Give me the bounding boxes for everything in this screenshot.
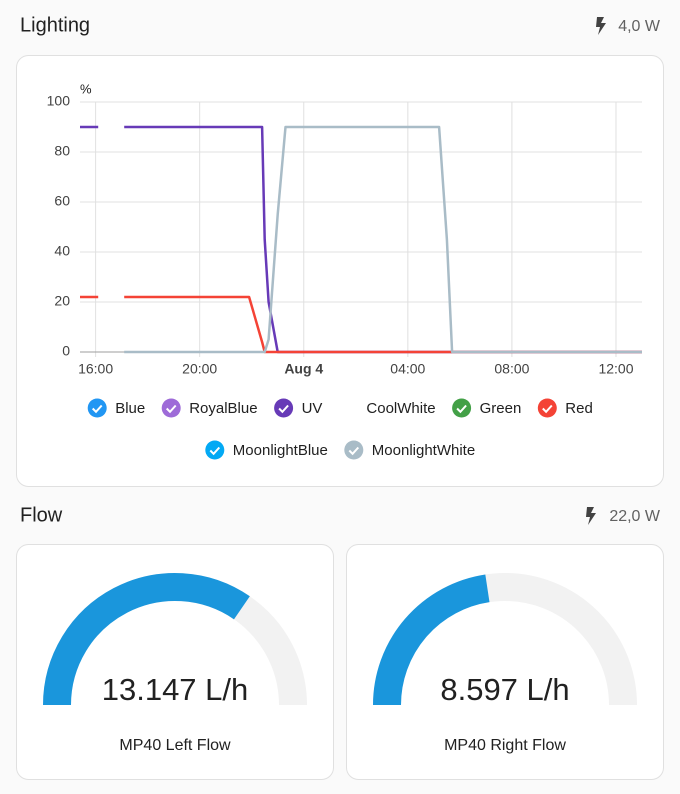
- legend-item[interactable]: UV: [274, 398, 323, 418]
- series-line: [124, 125, 642, 354]
- y-axis-unit: %: [80, 81, 92, 96]
- legend-item[interactable]: MoonlightWhite: [344, 440, 475, 460]
- x-tick-label: 20:00: [182, 361, 217, 377]
- y-tick-label: 40: [54, 243, 70, 259]
- legend-icon: [344, 440, 364, 460]
- legend-label: Green: [480, 400, 522, 417]
- gauge-value-label: 13.147 L/h: [102, 672, 249, 707]
- legend-label: Blue: [115, 400, 145, 417]
- gauge-value: [373, 574, 490, 706]
- legend-label: MoonlightBlue: [233, 442, 328, 459]
- legend-check: [165, 404, 177, 414]
- power-value: 22,0 W: [609, 508, 661, 525]
- legend-label: MoonlightWhite: [372, 442, 475, 459]
- legend-icon: [452, 398, 472, 418]
- legend-item[interactable]: MoonlightBlue: [205, 440, 328, 460]
- legend-item[interactable]: RoyalBlue: [161, 398, 258, 418]
- legend-check: [348, 446, 360, 456]
- legend-icon: [161, 398, 181, 418]
- gauges: 13.147 L/h MP40 Left Flow 8.597 L/h MP40 Ri…: [43, 573, 637, 754]
- legend-icon: [274, 398, 294, 418]
- series-line: [80, 295, 642, 354]
- legend-icon: [87, 398, 107, 418]
- legend-label: RoyalBlue: [189, 400, 257, 417]
- legend-item[interactable]: Blue: [87, 398, 146, 418]
- y-tick-label: 100: [47, 93, 71, 109]
- chart-card: [16, 55, 664, 487]
- gauge-value: [43, 573, 250, 706]
- x-tick-label: Aug 4: [284, 361, 323, 377]
- legend-item[interactable]: CoolWhite: [366, 400, 435, 417]
- legend: Blue RoyalBlue UV CoolWhite Green Red Moonligh…: [87, 398, 593, 460]
- chart: 0 20 40 60 80 100 16:00 20:00 Aug 4 04:00 08:00 12:…: [47, 93, 642, 377]
- legend-item[interactable]: Red: [537, 398, 593, 418]
- legend-icon: [537, 398, 557, 418]
- x-tick-label: 08:00: [494, 361, 529, 377]
- legend-check: [542, 404, 553, 414]
- gauge-name: MP40 Left Flow: [119, 737, 231, 754]
- y-tick-label: 20: [54, 293, 70, 309]
- section-title: Flow: [20, 504, 63, 526]
- legend-label: Red: [565, 400, 593, 417]
- x-tick-label: 04:00: [390, 361, 425, 377]
- power-icon: [586, 507, 596, 525]
- gauge-name: MP40 Right Flow: [444, 737, 566, 754]
- section-title: Lighting: [20, 14, 90, 36]
- gauge-value-label: 8.597 L/h: [440, 672, 569, 707]
- legend-check: [456, 404, 467, 414]
- legend-label: CoolWhite: [366, 400, 435, 417]
- power-value: 4,0 W: [618, 18, 661, 35]
- x-tick-label: 12:00: [598, 361, 633, 377]
- y-tick-label: 0: [62, 343, 70, 359]
- legend-label: UV: [302, 400, 323, 417]
- power-icon: [596, 17, 606, 35]
- legend-check: [209, 446, 221, 456]
- legend-item[interactable]: Green: [452, 398, 522, 418]
- legend-check: [278, 404, 289, 414]
- legend-check: [91, 404, 103, 414]
- y-tick-label: 80: [54, 143, 70, 159]
- legend-icon: [205, 440, 225, 460]
- y-tick-label: 60: [54, 193, 70, 209]
- x-tick-label: 16:00: [78, 361, 113, 377]
